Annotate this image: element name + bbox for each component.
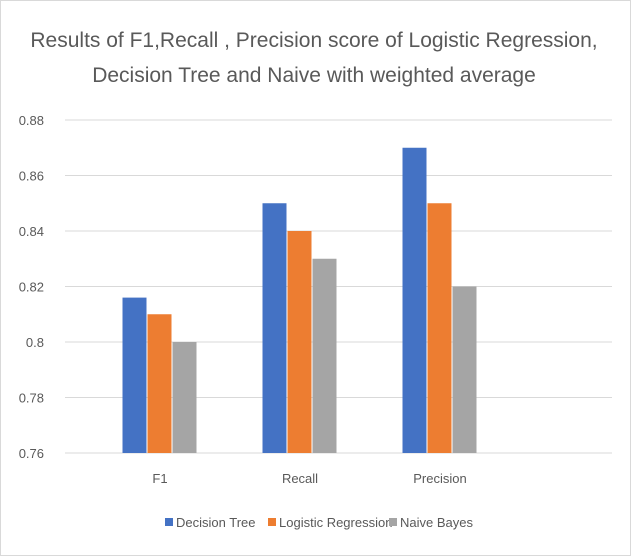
legend-label: Logistic Regression bbox=[279, 515, 392, 530]
y-tick-label: 0.84 bbox=[19, 224, 44, 239]
legend-label: Decision Tree bbox=[176, 515, 255, 530]
y-tick-label: 0.88 bbox=[19, 113, 44, 128]
legend-label: Naive Bayes bbox=[400, 515, 473, 530]
bar-recall-3 bbox=[312, 258, 337, 453]
y-tick-label: 0.76 bbox=[19, 446, 44, 461]
bar-precision-1 bbox=[402, 147, 427, 453]
legend-swatch bbox=[165, 518, 173, 526]
bar-f1-1 bbox=[122, 297, 147, 453]
bar-recall-2 bbox=[287, 231, 312, 453]
legend-swatch bbox=[268, 518, 276, 526]
bar-f1-2 bbox=[147, 314, 172, 453]
y-tick-label: 0.82 bbox=[19, 280, 44, 295]
chart-title-line-2: Decision Tree and Naive with weighted av… bbox=[92, 64, 536, 87]
bar-precision-3 bbox=[452, 286, 477, 453]
gridlines bbox=[65, 119, 612, 454]
legend-swatch bbox=[389, 518, 397, 526]
x-tick-label: Precision bbox=[413, 471, 466, 486]
bar-f1-3 bbox=[172, 342, 197, 453]
y-tick-label: 0.78 bbox=[19, 391, 44, 406]
x-axis: F1 Recall Precision bbox=[152, 471, 466, 486]
legend: Decision Tree Logistic Regression Naive Ba… bbox=[165, 515, 473, 530]
y-tick-label: 0.8 bbox=[26, 335, 44, 350]
y-axis: 0.76 0.78 0.8 0.82 0.84 0.86 0.88 bbox=[19, 113, 44, 461]
bars bbox=[122, 147, 477, 453]
x-tick-label: Recall bbox=[282, 471, 318, 486]
chart-title-line-1: Results of F1,Recall , Precision score o… bbox=[30, 29, 597, 52]
bar-precision-2 bbox=[427, 203, 452, 453]
bar-recall-1 bbox=[262, 203, 287, 453]
y-tick-label: 0.86 bbox=[19, 169, 44, 184]
x-tick-label: F1 bbox=[152, 471, 167, 486]
